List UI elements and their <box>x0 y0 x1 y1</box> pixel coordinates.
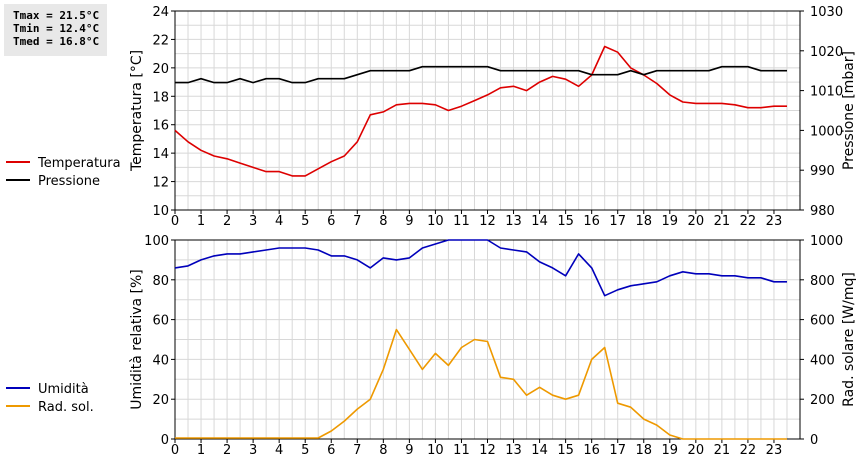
x-tick-label: 6 <box>327 214 335 229</box>
x-tick-label: 22 <box>740 443 757 458</box>
x-tick-label: 20 <box>688 214 705 229</box>
stats-box: Tmax = 21.5°C Tmin = 12.4°C Tmed = 16.8°… <box>4 4 107 56</box>
y-tick-label-left: 20 <box>152 62 169 77</box>
y-tick-label-left: 14 <box>152 147 169 162</box>
series-line-umidit <box>174 239 787 297</box>
series-line-temperatura <box>174 45 787 177</box>
x-tick-label: 14 <box>531 443 548 458</box>
y-tick-label-right: 200 <box>810 393 835 408</box>
y-tick-label-right: 800 <box>810 274 835 289</box>
y-tick-label-right: 980 <box>810 204 835 219</box>
y-tick-label-left: 22 <box>152 33 169 48</box>
x-tick-label: 10 <box>427 443 444 458</box>
x-tick-label: 9 <box>405 443 413 458</box>
x-tick-label: 0 <box>171 214 179 229</box>
x-tick-label: 17 <box>609 214 626 229</box>
y-tick-label-left: 20 <box>152 393 169 408</box>
x-tick-label: 7 <box>353 443 361 458</box>
y-tick-label-left: 24 <box>152 5 169 20</box>
x-tick-label: 2 <box>223 214 231 229</box>
x-tick-label: 4 <box>275 214 283 229</box>
x-tick-label: 1 <box>197 214 205 229</box>
y-axis-label-left: Umidità relativa [%] <box>129 269 145 410</box>
y-tick-label-left: 18 <box>152 90 169 105</box>
x-tick-label: 19 <box>662 443 679 458</box>
x-tick-label: 21 <box>714 443 731 458</box>
x-tick-label: 21 <box>714 214 731 229</box>
y-tick-label-right: 400 <box>810 353 835 368</box>
x-tick-label: 10 <box>427 214 444 229</box>
x-tick-label: 16 <box>583 214 600 229</box>
x-tick-label: 23 <box>766 443 783 458</box>
y-tick-label-right: 1000 <box>810 234 843 249</box>
series-line-pressione <box>175 65 787 84</box>
y-tick-label-left: 12 <box>152 176 169 191</box>
y-axis-label-right: Pressione [mbar] <box>841 51 857 170</box>
x-tick-label: 20 <box>688 443 705 458</box>
x-tick-label: 11 <box>453 443 470 458</box>
y-tick-label-right: 600 <box>810 314 835 329</box>
x-tick-label: 15 <box>557 443 574 458</box>
y-tick-label-right: 0 <box>810 433 818 448</box>
legend-label: Temperatura <box>37 156 121 171</box>
x-tick-label: 3 <box>249 443 257 458</box>
x-tick-label: 2 <box>223 443 231 458</box>
y-axis-label-right: Rad. solare [W/mq] <box>841 272 857 407</box>
x-tick-label: 18 <box>635 443 652 458</box>
x-tick-label: 6 <box>327 443 335 458</box>
y-tick-label-right: 1000 <box>810 124 843 139</box>
series-line-rad-sol <box>175 328 787 440</box>
x-tick-label: 5 <box>301 214 309 229</box>
stat-tmed: Tmed = 16.8°C <box>13 35 100 48</box>
temp-pressure-panel: 0 1 2 3 4 5 6 7 8 9 10 11 12 13 14 15 16 17 18 19 20 21 22 2310… <box>6 5 857 229</box>
x-tick-label: 22 <box>740 214 757 229</box>
x-tick-label: 12 <box>479 214 496 229</box>
x-tick-label: 7 <box>353 214 361 229</box>
y-tick-label-right: 990 <box>810 164 835 179</box>
x-tick-label: 18 <box>635 214 652 229</box>
x-tick-label: 11 <box>453 214 470 229</box>
x-tick-label: 5 <box>301 443 309 458</box>
y-tick-label-left: 10 <box>152 204 169 219</box>
x-tick-label: 13 <box>505 214 522 229</box>
x-tick-label: 14 <box>531 214 548 229</box>
y-tick-label-left: 40 <box>152 353 169 368</box>
y-tick-label-left: 80 <box>152 274 169 289</box>
legend-label: Umidità <box>38 382 89 397</box>
x-tick-label: 9 <box>405 214 413 229</box>
x-tick-label: 19 <box>662 214 679 229</box>
y-tick-label-right: 1020 <box>810 45 843 60</box>
x-tick-label: 13 <box>505 443 522 458</box>
legend-label: Rad. sol. <box>38 400 94 415</box>
legend-label: Pressione <box>38 174 100 189</box>
humidity-radiation-panel: 0 1 2 3 4 5 6 7 8 9 10 11 12 13 14 15 16 17 18 19 20 21 22 2302… <box>6 234 857 458</box>
x-tick-label: 1 <box>197 443 205 458</box>
y-tick-label-right: 1030 <box>810 5 843 20</box>
stat-tmax: Tmax = 21.5°C <box>13 9 100 22</box>
x-tick-label: 8 <box>379 443 387 458</box>
x-tick-label: 8 <box>379 214 387 229</box>
x-tick-label: 23 <box>766 214 783 229</box>
y-axis-label-left: Temperatura [°C] <box>129 50 145 172</box>
x-tick-label: 15 <box>557 214 574 229</box>
x-tick-label: 3 <box>249 214 257 229</box>
y-tick-label-left: 100 <box>144 234 169 249</box>
x-tick-label: 12 <box>479 443 496 458</box>
x-tick-label: 16 <box>583 443 600 458</box>
y-tick-label-left: 0 <box>161 433 169 448</box>
x-tick-label: 0 <box>171 443 179 458</box>
y-tick-label-left: 16 <box>152 119 169 134</box>
y-tick-label-right: 1010 <box>810 85 843 100</box>
stat-tmin: Tmin = 12.4°C <box>13 22 100 35</box>
y-tick-label-left: 60 <box>152 314 169 329</box>
x-tick-label: 17 <box>609 443 626 458</box>
x-tick-label: 4 <box>275 443 283 458</box>
